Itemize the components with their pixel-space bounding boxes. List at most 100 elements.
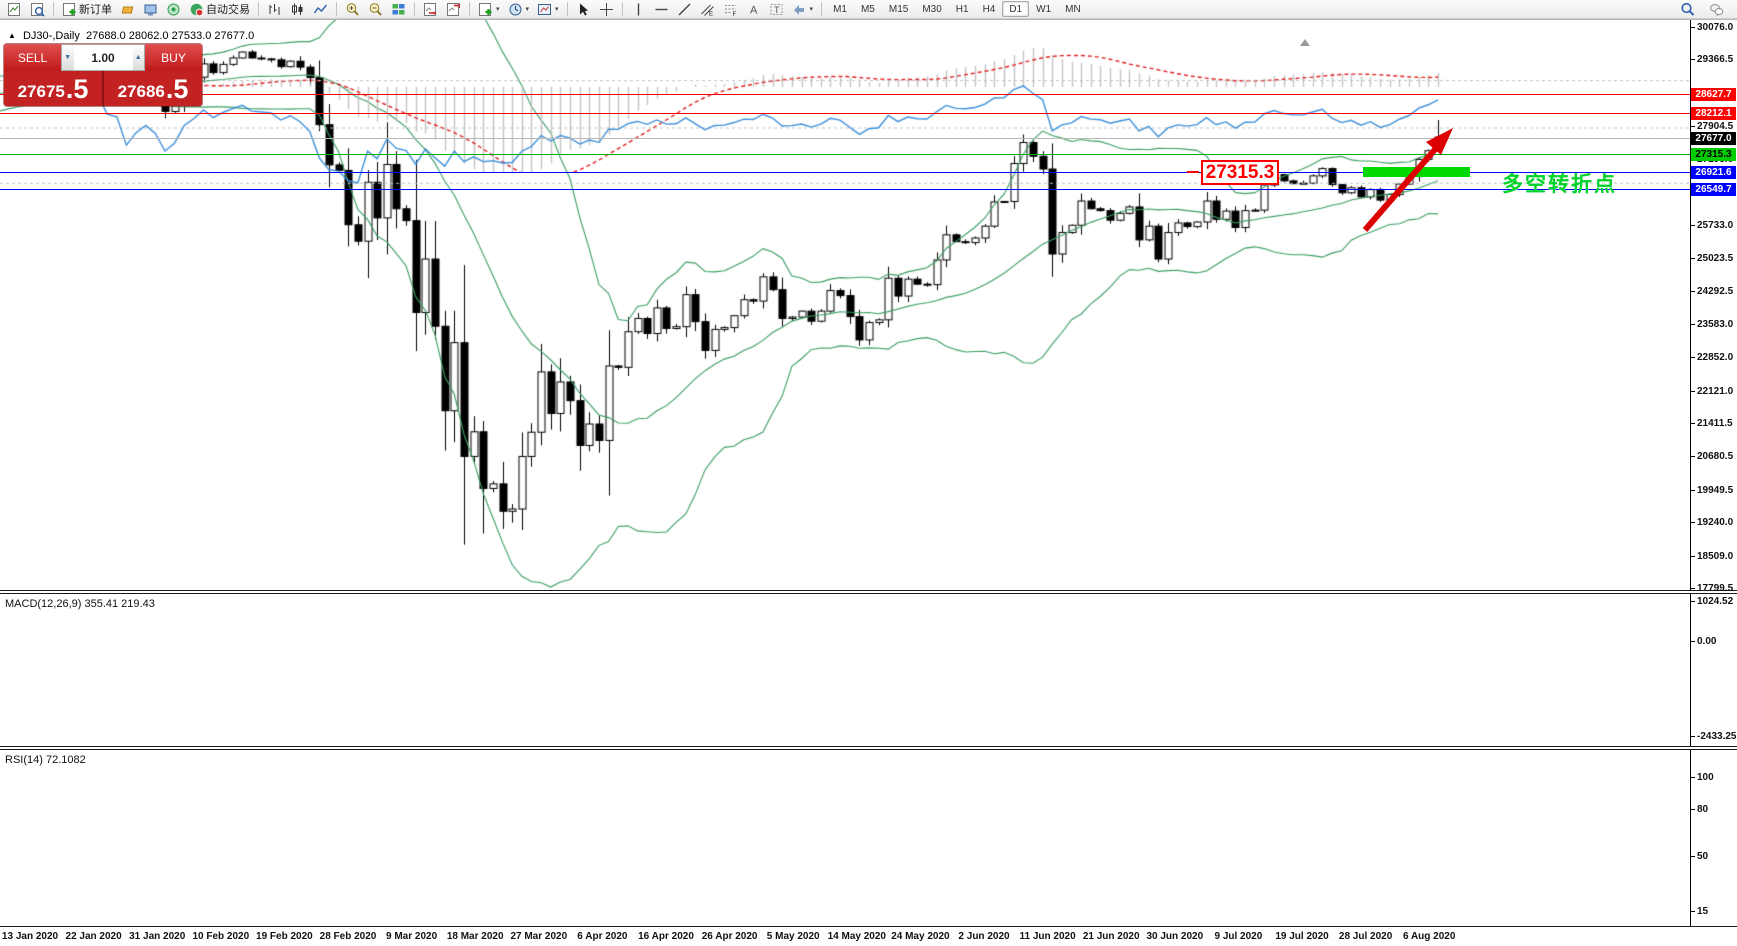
turning-point-annotation[interactable]: 多空转折点 [1502,173,1617,196]
vertical-line-icon[interactable] [627,1,650,18]
svg-text:A: A [750,4,758,16]
chevron-down-icon: ▾ [525,6,530,13]
date-label: 31 Jan 2020 [129,931,186,942]
rsi-pane-separator[interactable] [0,746,1737,750]
candle-chart-icon[interactable] [286,1,309,18]
zoom-in-icon [345,2,360,17]
new-order-button [62,2,77,17]
new-order-button[interactable]: 新订单 [58,1,116,18]
auto-scroll-icon[interactable] [419,1,442,18]
news-icon[interactable] [162,1,185,18]
terminal-icon[interactable] [139,1,162,18]
cursor-icon[interactable] [572,1,595,18]
hline-26549.7[interactable] [0,189,1690,190]
date-axis[interactable]: 13 Jan 2020 22 Jan 2020 31 Jan 2020 10 Feb … [0,926,1737,946]
text-icon[interactable]: A [742,1,765,18]
profiles-icon [30,2,45,17]
svg-text:E: E [709,11,713,17]
price-tick: 29366.5 [1691,54,1737,65]
price-tag-26549.7: 26549.7 [1691,183,1736,196]
profiles-icon[interactable] [26,1,49,18]
pivot-line-dash [1187,171,1199,173]
price-tick: 22121.0 [1691,386,1737,397]
search-icon[interactable] [1676,1,1699,18]
volume-decrease-button[interactable]: ▼ [62,45,74,70]
chevron-down-icon: ▾ [555,6,559,13]
zoom-out-icon[interactable] [364,1,387,18]
crosshair-icon[interactable] [595,1,618,18]
toolbar-group: ▾ ▾ ▾ [474,0,563,19]
channel-icon[interactable]: E [696,1,719,18]
volume-increase-button[interactable]: ▲ [132,45,145,70]
metaeditor-icon[interactable] [116,1,139,18]
hline-27315.3[interactable] [0,154,1690,155]
label-icon[interactable]: T [765,1,788,18]
hline-28212.1[interactable] [0,113,1690,114]
red-trend-arrow[interactable] [1350,120,1465,242]
buy-price[interactable]: 27686 .5 [117,74,189,104]
symbol-period-label: DJ30-,Daily [22,30,80,42]
buy-button[interactable]: BUY [145,44,202,71]
bar-chart-icon[interactable] [263,1,286,18]
timeframe-m30[interactable]: M30 [922,4,942,15]
pivot-price-label[interactable]: 27315.3 [1201,160,1279,185]
price-tick: 24292.5 [1691,286,1737,297]
hline-26921.6[interactable] [0,172,1690,173]
chart-shift-icon [446,2,461,17]
price-tick: 30076.0 [1691,22,1737,33]
one-click-trade-panel: SELL ▼ ▲ BUY 27675 .5 27686 .5 [4,44,202,106]
new-chart-icon[interactable] [3,1,26,18]
price-tick: 21411.5 [1691,418,1737,429]
arrows-icon[interactable]: ▾ [788,1,818,18]
sell-button[interactable]: SELL [4,44,61,71]
autotrading-button [189,2,204,17]
timeframe-w1[interactable]: W1 [1036,4,1052,15]
trendline-icon [677,2,692,17]
timeframe-m5[interactable]: M5 [860,4,875,15]
price-tick: 27904.5 [1691,121,1737,132]
fibonacci-icon[interactable]: F [719,1,742,18]
timeframe-h4[interactable]: H4 [982,4,996,15]
timeframe-m1[interactable]: M1 [833,4,847,15]
templates-button [537,2,552,17]
date-label: 14 May 2020 [827,931,886,942]
zoom-in-icon[interactable] [341,1,364,18]
horizontal-line-icon[interactable] [650,1,673,18]
new-order-button-label: 新订单 [79,4,112,16]
line-chart-icon[interactable] [309,1,332,18]
chat-icon[interactable] [1705,1,1728,18]
chart-shift-marker-icon[interactable] [1300,39,1310,46]
templates-button[interactable]: ▾ [533,1,563,18]
timeframe-m15[interactable]: M15 [888,4,909,15]
tile-windows-icon [391,2,406,17]
toolbar-group [3,0,49,19]
date-label: 21 Jun 2020 [1082,931,1140,942]
volume-input[interactable] [73,45,133,70]
date-label: 13 Jan 2020 [1,931,59,942]
indicators-button[interactable]: ▾ [474,1,504,18]
rsi-tick: 50 [1691,851,1737,862]
chart-shift-icon[interactable] [442,1,465,18]
autotrading-button[interactable]: 自动交易 [185,1,254,18]
date-label: 30 Jun 2020 [1146,931,1204,942]
timeframe-h1[interactable]: H1 [955,4,969,15]
fibonacci-icon: F [723,2,738,17]
macd-pane-separator[interactable] [0,590,1737,594]
timeframe-mn[interactable]: MN [1065,4,1081,15]
horizontal-line-icon [654,2,669,17]
vertical-line-icon [631,2,646,17]
chart-region: 30076.029366.527904.527195.026484.025733… [0,19,1737,946]
sell-price[interactable]: 27675 .5 [17,74,89,104]
autotrading-button-label: 自动交易 [206,4,250,16]
hline-27677[interactable] [0,138,1690,139]
toolbar-group [263,0,332,19]
trendline-icon[interactable] [673,1,696,18]
timeframe-d1[interactable]: D1 [1002,1,1030,17]
price-tag-26921.6: 26921.6 [1691,166,1736,179]
hline-28627.7[interactable] [0,94,1690,95]
collapse-ohlc-icon[interactable]: ▲ [8,31,16,40]
periods-button[interactable]: ▾ [504,1,534,18]
tile-windows-icon[interactable] [387,1,410,18]
date-label: 28 Feb 2020 [319,931,377,942]
